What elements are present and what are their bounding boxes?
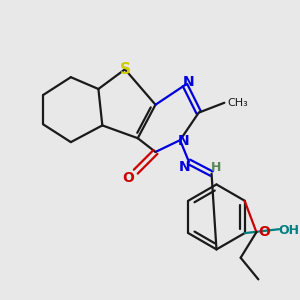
Text: S: S (119, 62, 130, 77)
Text: N: N (183, 75, 195, 89)
Text: CH₃: CH₃ (228, 98, 248, 108)
Text: OH: OH (278, 224, 299, 237)
Text: O: O (122, 171, 134, 184)
Text: O: O (258, 225, 270, 239)
Text: H: H (211, 161, 222, 174)
Text: N: N (178, 134, 190, 148)
Text: N: N (179, 160, 191, 174)
